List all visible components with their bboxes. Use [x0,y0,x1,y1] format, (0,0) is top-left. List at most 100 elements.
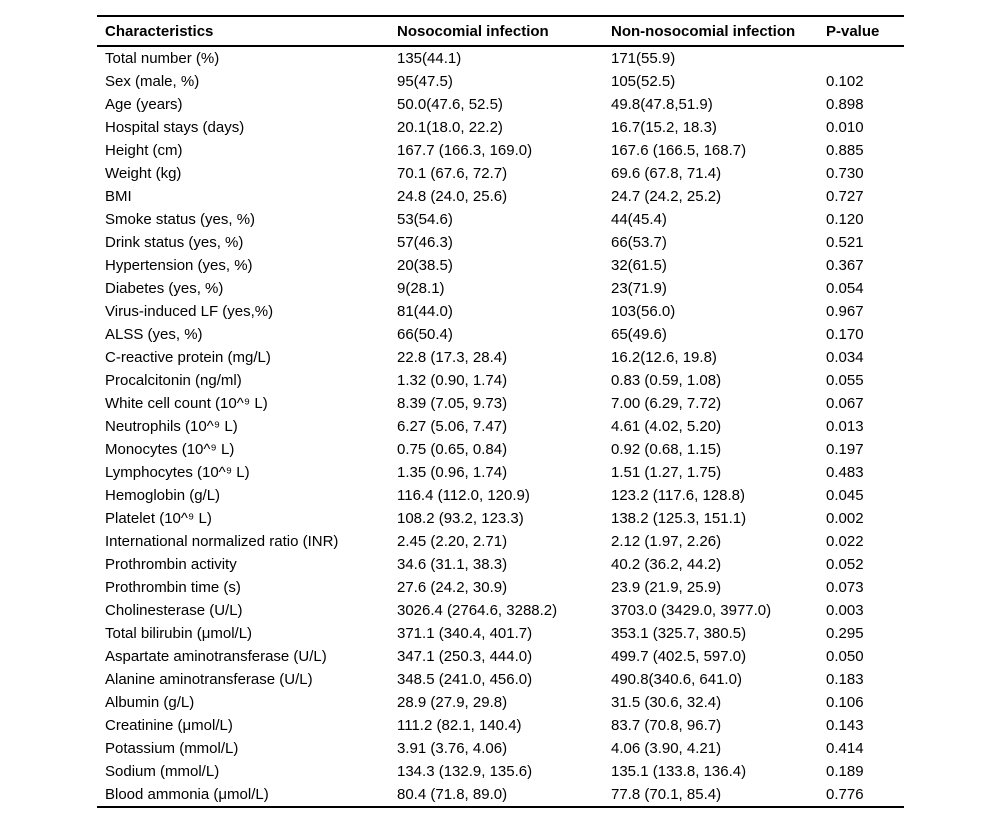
column-header-non-nosocomial-infection: Non-nosocomial infection [611,16,826,47]
nosocomial-value-cell: 50.0(47.6, 52.5) [397,96,503,113]
p-value-cell: 0.003 [826,602,864,619]
p-value-cell: 0.885 [826,142,864,159]
table-row: Sex (male, %) 95(47.5) 105(52.5) 0.102 [97,70,904,93]
non-nosocomial-value-cell: 2.12 (1.97, 2.26) [611,533,722,550]
p-value-cell: 0.521 [826,234,864,251]
p-value-cell: 0.295 [826,625,864,642]
nosocomial-value-cell: 348.5 (241.0, 456.0) [397,671,533,688]
header-row: Characteristics Nosocomial infection Non… [97,16,904,47]
nosocomial-value-cell: 20.1(18.0, 22.2) [397,119,503,136]
characteristic-cell: Blood ammonia (μmol/L) [105,786,269,803]
nosocomial-value-cell: 111.2 (82.1, 140.4) [397,717,522,734]
non-nosocomial-value-cell: 0.83 (0.59, 1.08) [611,372,722,389]
table-row: Platelet (10^⁹ L) 108.2 (93.2, 123.3) 138.… [97,507,904,530]
non-nosocomial-value-cell: 7.00 (6.29, 7.72) [611,395,722,412]
characteristic-cell: Sex (male, %) [105,73,200,90]
characteristic-cell: Procalcitonin (ng/ml) [105,372,242,389]
nosocomial-value-cell: 53(54.6) [397,211,453,228]
characteristic-cell: Cholinesterase (U/L) [105,602,243,619]
non-nosocomial-value-cell: 16.2(12.6, 19.8) [611,349,717,366]
characteristic-cell: Potassium (mmol/L) [105,740,239,757]
table-row: Hypertension (yes, %) 20(38.5) 32(61.5) 0.3… [97,254,904,277]
non-nosocomial-value-cell: 69.6 (67.8, 71.4) [611,165,722,182]
nosocomial-value-cell: 24.8 (24.0, 25.6) [397,188,508,205]
table-row: Monocytes (10^⁹ L) 0.75 (0.65, 0.84) 0.92 … [97,438,904,461]
p-value-cell: 0.483 [826,464,864,481]
characteristics-table-container: Characteristics Nosocomial infection Non… [97,15,904,808]
non-nosocomial-value-cell: 3703.0 (3429.0, 3977.0) [611,602,772,619]
p-value-cell: 0.730 [826,165,864,182]
non-nosocomial-value-cell: 167.6 (166.5, 168.7) [611,142,747,159]
table-row: Diabetes (yes, %) 9(28.1) 23(71.9) 0.054 [97,277,904,300]
characteristic-cell: BMI [105,188,132,205]
characteristic-cell: International normalized ratio (INR) [105,533,339,550]
table-row: Prothrombin time (s) 27.6 (24.2, 30.9) 23.… [97,576,904,599]
nosocomial-value-cell: 70.1 (67.6, 72.7) [397,165,508,182]
nosocomial-value-cell: 28.9 (27.9, 29.8) [397,694,508,711]
characteristic-cell: Sodium (mmol/L) [105,763,220,780]
characteristic-cell: Monocytes (10^⁹ L) [105,441,235,458]
non-nosocomial-value-cell: 171(55.9) [611,50,676,67]
p-value-cell: 0.067 [826,395,864,412]
table-row: Blood ammonia (μmol/L) 80.4 (71.8, 89.0) 7… [97,783,904,807]
table-row: Smoke status (yes, %) 53(54.6) 44(45.4) 0.1… [97,208,904,231]
p-value-cell: 0.367 [826,257,864,274]
nosocomial-value-cell: 9(28.1) [397,280,445,297]
nosocomial-value-cell: 81(44.0) [397,303,453,320]
p-value-cell: 0.052 [826,556,864,573]
p-value-cell: 0.050 [826,648,864,665]
characteristic-cell: Height (cm) [105,142,183,159]
non-nosocomial-value-cell: 123.2 (117.6, 128.8) [611,487,745,504]
non-nosocomial-value-cell: 40.2 (36.2, 44.2) [611,556,722,573]
p-value-cell: 0.045 [826,487,864,504]
characteristic-cell: Prothrombin activity [105,556,237,573]
characteristic-cell: Total bilirubin (μmol/L) [105,625,253,642]
characteristic-cell: ALSS (yes, %) [105,326,203,343]
column-header-characteristics: Characteristics [97,16,397,47]
non-nosocomial-value-cell: 44(45.4) [611,211,667,228]
nosocomial-value-cell: 95(47.5) [397,73,453,90]
characteristic-cell: Lymphocytes (10^⁹ L) [105,464,250,481]
p-value-cell: 0.022 [826,533,864,550]
column-header-p-value: P-value [826,16,904,47]
p-value-cell: 0.106 [826,694,864,711]
non-nosocomial-value-cell: 31.5 (30.6, 32.4) [611,694,722,711]
non-nosocomial-value-cell: 4.61 (4.02, 5.20) [611,418,722,435]
p-value-cell: 0.967 [826,303,864,320]
table-row: Weight (kg) 70.1 (67.6, 72.7) 69.6 (67.8, … [97,162,904,185]
nosocomial-value-cell: 34.6 (31.1, 38.3) [397,556,508,573]
p-value-cell: 0.170 [826,326,864,343]
non-nosocomial-value-cell: 23(71.9) [611,280,667,297]
non-nosocomial-value-cell: 0.92 (0.68, 1.15) [611,441,722,458]
characteristic-cell: Drink status (yes, %) [105,234,244,251]
characteristic-cell: Hypertension (yes, %) [105,257,253,274]
nosocomial-value-cell: 3.91 (3.76, 4.06) [397,740,508,757]
characteristic-cell: Hemoglobin (g/L) [105,487,221,504]
characteristic-cell: Total number (%) [105,50,220,67]
characteristic-cell: Aspartate aminotransferase (U/L) [105,648,327,665]
nosocomial-value-cell: 3026.4 (2764.6, 3288.2) [397,602,558,619]
p-value-cell: 0.183 [826,671,864,688]
non-nosocomial-value-cell: 23.9 (21.9, 25.9) [611,579,722,596]
nosocomial-value-cell: 135(44.1) [397,50,462,67]
p-value-cell: 0.143 [826,717,864,734]
column-header-nosocomial-infection: Nosocomial infection [397,16,611,47]
table-row: Alanine aminotransferase (U/L) 348.5 (241… [97,668,904,691]
characteristic-cell: Smoke status (yes, %) [105,211,256,228]
characteristic-cell: Age (years) [105,96,183,113]
characteristic-cell: Diabetes (yes, %) [105,280,224,297]
nosocomial-value-cell: 134.3 (132.9, 135.6) [397,763,533,780]
nosocomial-value-cell: 1.35 (0.96, 1.74) [397,464,508,481]
table-row: Height (cm) 167.7 (166.3, 169.0) 167.6 (16… [97,139,904,162]
characteristic-cell: Neutrophils (10^⁹ L) [105,418,238,435]
nosocomial-value-cell: 167.7 (166.3, 169.0) [397,142,533,159]
characteristic-cell: Creatinine (μmol/L) [105,717,233,734]
non-nosocomial-value-cell: 16.7(15.2, 18.3) [611,119,717,136]
table-row: C-reactive protein (mg/L) 22.8 (17.3, 28.… [97,346,904,369]
table-row: Total bilirubin (μmol/L) 371.1 (340.4, 40… [97,622,904,645]
non-nosocomial-value-cell: 138.2 (125.3, 151.1) [611,510,747,527]
characteristics-table: Characteristics Nosocomial infection Non… [97,15,904,808]
nosocomial-value-cell: 2.45 (2.20, 2.71) [397,533,508,550]
p-value-cell: 0.034 [826,349,864,366]
p-value-cell: 0.189 [826,763,864,780]
